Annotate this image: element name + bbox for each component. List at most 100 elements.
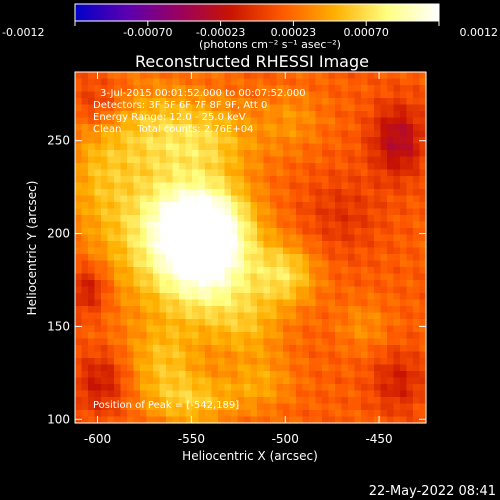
heatmap-cell — [179, 221, 187, 229]
heatmap-cell — [296, 403, 304, 411]
heatmap-cell — [81, 286, 89, 294]
heatmap-cell — [283, 195, 291, 203]
heatmap-cell — [224, 364, 232, 372]
heatmap-cell — [185, 345, 193, 353]
heatmap-cell — [341, 403, 349, 411]
heatmap-cell — [205, 169, 213, 177]
heatmap-cell — [127, 117, 135, 125]
heatmap-cell — [322, 325, 330, 333]
heatmap-cell — [283, 169, 291, 177]
heatmap-cell — [289, 254, 297, 262]
heatmap-cell — [185, 169, 193, 177]
heatmap-cell — [218, 312, 226, 320]
heatmap-cell — [283, 234, 291, 242]
heatmap-cell — [419, 182, 427, 190]
heatmap-cell — [335, 377, 343, 385]
heatmap-cell — [257, 143, 265, 151]
heatmap-cell — [133, 312, 141, 320]
heatmap-cell — [172, 280, 180, 288]
heatmap-cell — [335, 228, 343, 236]
heatmap-cell — [192, 332, 200, 340]
heatmap-cell — [81, 117, 89, 125]
heatmap-cell — [419, 111, 427, 119]
heatmap-cell — [341, 111, 349, 119]
heatmap-cell — [224, 78, 232, 86]
heatmap-cell — [263, 111, 271, 119]
heatmap-cell — [341, 345, 349, 353]
heatmap-cell — [172, 364, 180, 372]
heatmap-cell — [75, 377, 83, 385]
heatmap-cell — [380, 117, 388, 125]
heatmap-cell — [159, 156, 167, 164]
heatmap-cell — [179, 293, 187, 301]
heatmap-cell — [172, 254, 180, 262]
heatmap-cell — [94, 215, 102, 223]
heatmap-cell — [387, 280, 395, 288]
heatmap-cell — [354, 351, 362, 359]
heatmap-cell — [140, 312, 148, 320]
heatmap-cell — [341, 228, 349, 236]
heatmap-cell — [315, 72, 323, 80]
heatmap-cell — [335, 345, 343, 353]
heatmap-cell — [348, 319, 356, 327]
heatmap-cell — [289, 163, 297, 171]
heatmap-cell — [400, 332, 408, 340]
heatmap-cell — [75, 189, 83, 197]
heatmap-cell — [263, 143, 271, 151]
heatmap-cell — [400, 72, 408, 80]
heatmap-cell — [198, 98, 206, 106]
heatmap-cell — [296, 189, 304, 197]
heatmap-cell — [133, 150, 141, 158]
heatmap-cell — [322, 267, 330, 275]
heatmap-cell — [172, 163, 180, 171]
heatmap-cell — [94, 150, 102, 158]
heatmap-cell — [120, 319, 128, 327]
heatmap-cell — [354, 215, 362, 223]
heatmap-cell — [315, 267, 323, 275]
heatmap-cell — [127, 338, 135, 346]
heatmap-cell — [374, 403, 382, 411]
heatmap-cell — [348, 280, 356, 288]
heatmap-cell — [270, 416, 278, 424]
heatmap-cell — [289, 137, 297, 145]
heatmap-cell — [114, 208, 122, 216]
heatmap-cell — [101, 403, 109, 411]
heatmap-cell — [406, 384, 414, 392]
heatmap-cell — [114, 371, 122, 379]
heatmap-cell — [354, 150, 362, 158]
heatmap-cell — [348, 254, 356, 262]
heatmap-cell — [296, 111, 304, 119]
heatmap-cell — [296, 332, 304, 340]
heatmap-cell — [198, 410, 206, 418]
heatmap-cell — [263, 267, 271, 275]
heatmap-cell — [75, 208, 83, 216]
colorbar-tick-label: -0.00070 — [123, 26, 172, 39]
heatmap-cell — [309, 111, 317, 119]
heatmap-cell — [244, 260, 252, 268]
heatmap-cell — [341, 150, 349, 158]
heatmap-cell — [309, 416, 317, 424]
heatmap-cell — [244, 189, 252, 197]
heatmap-cell — [244, 403, 252, 411]
heatmap-cell — [218, 299, 226, 307]
heatmap-cell — [367, 163, 375, 171]
heatmap-cell — [406, 98, 414, 106]
heatmap-cell — [419, 312, 427, 320]
heatmap-cell — [88, 72, 96, 80]
heatmap-cell — [380, 332, 388, 340]
heatmap-cell — [393, 416, 401, 424]
heatmap-cell — [296, 306, 304, 314]
heatmap-cell — [205, 306, 213, 314]
heatmap-cell — [296, 319, 304, 327]
heatmap-cell — [270, 234, 278, 242]
heatmap-cell — [406, 78, 414, 86]
heatmap-cell — [283, 260, 291, 268]
heatmap-cell — [406, 234, 414, 242]
heatmap-cell — [309, 221, 317, 229]
heatmap-cell — [198, 137, 206, 145]
heatmap-cell — [166, 377, 174, 385]
heatmap-cell — [315, 351, 323, 359]
x-tick-label: -600 — [84, 432, 111, 446]
heatmap-cell — [218, 345, 226, 353]
heatmap-cell — [406, 111, 414, 119]
